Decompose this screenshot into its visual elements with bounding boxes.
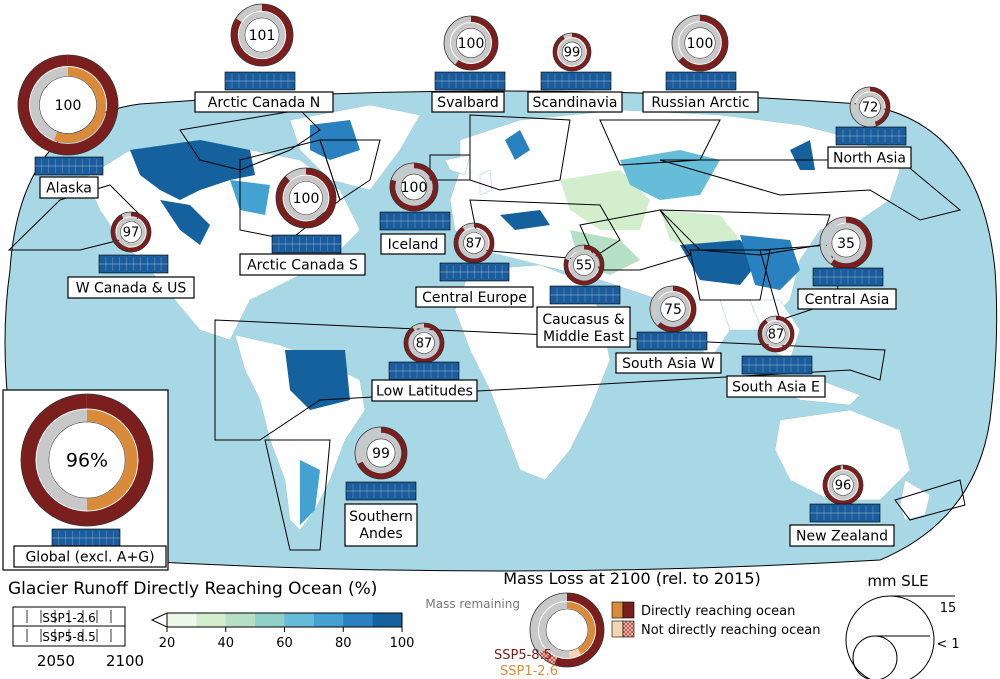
region-name: W Canada & US <box>76 281 187 297</box>
region-name: Alaska <box>46 181 92 197</box>
colorbar <box>167 613 403 627</box>
region-value: 99 <box>372 446 390 462</box>
region-value: 96 <box>835 479 852 494</box>
mass-remaining-label: Mass remaining <box>425 597 520 611</box>
colorbar-tick-label: 80 <box>335 636 352 651</box>
region-value: 96% <box>66 450 108 472</box>
region-value: 101 <box>249 28 276 44</box>
region-inset: 97 W Canada & US <box>67 211 195 299</box>
region-name: North Asia <box>833 151 906 167</box>
legend-title: Glacier Runoff Directly Reaching Ocean (… <box>8 579 377 599</box>
ssp585-label: SSP5-8.5 <box>494 648 552 663</box>
legend-donut <box>529 592 605 668</box>
region-shading <box>130 120 815 525</box>
year-start-label: 2050 <box>37 652 75 670</box>
region-value: 99 <box>564 46 581 61</box>
colorbar-tick-label: 100 <box>390 636 415 651</box>
directly-reaching-label: Directly reaching ocean <box>641 604 795 619</box>
region-name: Svalbard <box>437 95 499 111</box>
region-inset: 101 Arctic Canada N <box>194 3 334 113</box>
region-inset: 72 North Asia <box>827 86 912 169</box>
scenario-top-label: SSP1-2.6 <box>42 611 96 625</box>
region-name: Low Latitudes <box>376 384 473 400</box>
region-name: Scandinavia <box>532 95 617 111</box>
colorbar-segment <box>372 613 403 627</box>
region-name: South Asia E <box>732 380 820 396</box>
region-value: 100 <box>458 36 485 52</box>
region-inset: 100 Iceland <box>379 162 451 255</box>
region-value: 100 <box>401 180 428 196</box>
region-value: 100 <box>687 36 714 52</box>
region-inset: 87 South Asia E <box>726 315 826 398</box>
region-inset: 100 Russian Arctic <box>642 14 759 113</box>
region-insets: 101 Arctic Canada N 100 Alaska 100 Svalbard 99… <box>2 3 912 571</box>
region-inset: 100 Alaska <box>17 54 119 199</box>
colorbar-segment <box>167 613 197 627</box>
runoff-legend: Glacier Runoff Directly Reaching Ocean (… <box>8 579 414 670</box>
colorbar-tick-label: 40 <box>217 636 234 651</box>
region-name: New Zealand <box>796 529 888 545</box>
colorbar-tick-label: 60 <box>276 636 293 651</box>
size-legend: mm SLE 15 < 1 <box>845 572 960 679</box>
region-value: 87 <box>416 337 433 352</box>
region-value: 100 <box>293 191 320 207</box>
region-name: Central Asia <box>805 292 890 308</box>
region-inset: 75 South Asia W <box>615 285 722 374</box>
colorbar-segment <box>313 613 344 627</box>
region-inset: 55 Caucasus & Middle East <box>536 244 631 348</box>
region-inset: 87 Low Latitudes <box>371 322 478 402</box>
region-name: Iceland <box>388 237 439 253</box>
size-small-label: < 1 <box>936 637 959 652</box>
ssp126-label: SSP1-2.6 <box>500 664 558 679</box>
mass-loss-title: Mass Loss at 2100 (rel. to 2015) <box>503 569 761 588</box>
region-value: 35 <box>837 236 855 252</box>
region-inset: 99 Southern Andes <box>344 426 418 547</box>
not-directly-reaching-label: Not directly reaching ocean <box>641 623 820 638</box>
colorbar-tick-label: 20 <box>159 636 176 651</box>
region-name: Arctic Canada S <box>247 258 358 274</box>
colorbar-segment <box>284 613 315 627</box>
region-inset: 99 Scandinavia <box>527 32 623 113</box>
mass-remaining-text: Mass remaining <box>425 597 520 611</box>
colorbar-ticks: 20 40 60 80 100 <box>159 627 415 651</box>
colorbar-segment <box>196 613 227 627</box>
size-big-label: 15 <box>940 601 957 616</box>
region-value: 72 <box>862 101 879 116</box>
region-inset: 100 Svalbard <box>431 15 506 113</box>
region-value: 87 <box>768 328 785 343</box>
region-name: Southern Andes <box>349 509 413 542</box>
colorbar-segment <box>225 613 256 627</box>
region-inset: 96% Global (excl. A+G) <box>13 393 167 568</box>
region-name: Global (excl. A+G) <box>25 550 154 566</box>
region-name: Caucasus & Middle East <box>542 312 624 345</box>
region-inset: 96 New Zealand <box>789 464 895 547</box>
mass-loss-legend: Mass Loss at 2100 (rel. to 2015) Mass re… <box>425 569 820 679</box>
scenario-bottom-label: SSP5-8.5 <box>42 630 96 644</box>
region-value: 100 <box>55 98 82 114</box>
colorbar-segment <box>343 613 374 627</box>
colorbar-segment <box>255 613 285 627</box>
size-legend-title: mm SLE <box>867 572 928 590</box>
region-name: South Asia W <box>622 356 715 372</box>
region-name: Central Europe <box>422 290 527 306</box>
year-end-label: 2100 <box>106 652 144 670</box>
region-value: 87 <box>466 237 483 252</box>
region-inset: 87 Central Europe <box>415 222 534 308</box>
region-inset: 100 Arctic Canada S <box>239 167 366 276</box>
region-value: 97 <box>123 226 140 241</box>
region-inset: 35 Central Asia <box>797 216 897 310</box>
region-name: Russian Arctic <box>651 95 749 111</box>
region-value: 55 <box>576 259 593 274</box>
region-value: 75 <box>664 302 682 318</box>
region-name: Arctic Canada N <box>208 95 320 111</box>
